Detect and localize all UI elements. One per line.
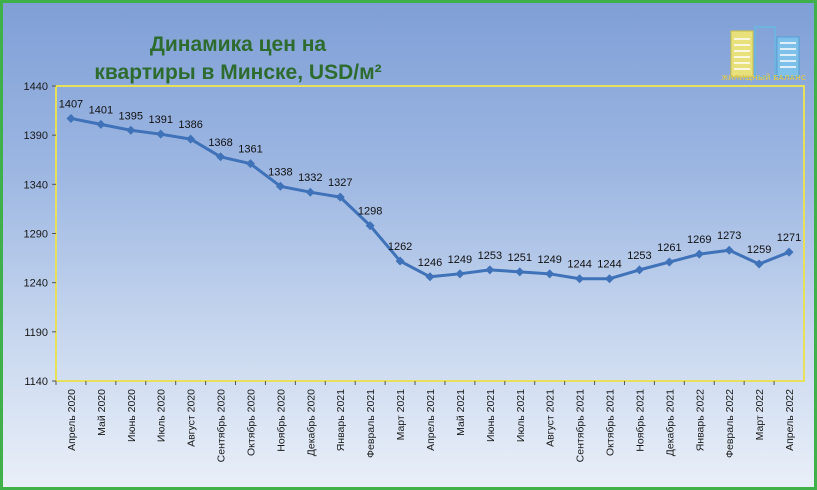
- x-tick-label: Февраль 2021: [365, 389, 377, 458]
- data-point: [664, 257, 674, 267]
- x-tick-label: Июль 2021: [515, 389, 527, 442]
- x-tick-label: Апрель 2020: [66, 389, 78, 451]
- x-tick-label: Май 2021: [455, 389, 467, 436]
- x-tick-label: Январь 2021: [335, 389, 347, 451]
- data-point: [156, 129, 166, 139]
- series-line: [70, 116, 790, 281]
- data-point: [754, 259, 764, 269]
- data-label: 1407: [59, 98, 83, 110]
- chart-title: Динамика цен на квартиры в Минске, USD/м…: [73, 31, 403, 87]
- data-point: [784, 247, 794, 257]
- x-tick-label: Ноябрь 2021: [634, 389, 646, 452]
- x-tick-label: Июнь 2020: [126, 389, 138, 442]
- y-tick-label: 1240: [24, 278, 48, 290]
- data-label: 1327: [328, 177, 352, 189]
- data-point: [425, 272, 435, 282]
- data-point: [634, 265, 644, 275]
- data-label: 1332: [298, 172, 322, 184]
- data-point: [245, 159, 255, 169]
- data-point: [66, 113, 76, 123]
- x-tick-label: Ноябрь 2020: [275, 389, 287, 452]
- data-label: 1391: [148, 114, 172, 126]
- data-point: [724, 245, 734, 255]
- data-label: 1246: [418, 257, 442, 269]
- data-label: 1361: [238, 144, 262, 156]
- x-tick-label: Февраль 2022: [724, 389, 736, 458]
- x-tick-label: Май 2020: [96, 389, 108, 436]
- data-label: 1338: [268, 166, 292, 178]
- data-label: 1401: [89, 104, 113, 116]
- x-tick-label: Октябрь 2020: [245, 389, 257, 456]
- y-tick-label: 1290: [24, 229, 48, 241]
- x-tick-label: Январь 2022: [694, 389, 706, 451]
- data-label: 1298: [358, 206, 382, 218]
- data-label: 1368: [208, 137, 232, 149]
- chart-title-line-1: Динамика цен на: [149, 33, 327, 56]
- data-point: [605, 274, 615, 284]
- x-tick-label: Сентябрь 2021: [575, 389, 587, 462]
- x-tick-label: Август 2021: [545, 389, 557, 447]
- data-label: 1261: [657, 242, 681, 254]
- x-tick-label: Декабрь 2020: [305, 389, 317, 456]
- data-point: [96, 119, 106, 129]
- y-tick-label: 1340: [24, 179, 48, 191]
- data-label: 1262: [388, 241, 412, 253]
- data-point: [275, 181, 285, 191]
- data-label: 1271: [777, 232, 801, 244]
- data-label: 1269: [687, 234, 711, 246]
- data-point: [515, 267, 525, 277]
- data-label: 1253: [478, 250, 502, 262]
- chart-title-line-2: квартиры в Минске, USD/м²: [94, 61, 382, 84]
- data-label: 1251: [508, 252, 532, 264]
- x-tick-label: Апрель 2021: [425, 389, 437, 451]
- data-point: [186, 134, 196, 144]
- data-point: [545, 269, 555, 279]
- x-tick-label: Апрель 2022: [784, 389, 796, 451]
- data-point: [485, 265, 495, 275]
- data-point: [126, 125, 136, 135]
- x-tick-label: Октябрь 2021: [605, 389, 617, 456]
- building-logo-icon: [730, 26, 800, 78]
- data-point: [335, 192, 345, 202]
- data-label: 1253: [627, 250, 651, 262]
- y-tick-label: 1190: [24, 327, 48, 339]
- data-label: 1249: [448, 254, 472, 266]
- data-label: 1249: [537, 254, 561, 266]
- data-label: 1244: [597, 259, 621, 271]
- x-tick-label: Март 2021: [395, 389, 407, 441]
- logo-text: ЖИЛИЩНЫЙ БАЛАНС: [721, 75, 807, 82]
- data-label: 1395: [119, 110, 143, 122]
- data-label: 1386: [178, 119, 202, 131]
- data-point: [216, 152, 226, 162]
- y-tick-label: 1140: [24, 376, 48, 388]
- x-tick-label: Июль 2020: [156, 389, 168, 442]
- data-label: 1244: [567, 259, 591, 271]
- x-tick-label: Август 2020: [186, 389, 198, 447]
- data-label: 1259: [747, 244, 771, 256]
- x-tick-label: Март 2022: [754, 389, 766, 441]
- data-point: [395, 256, 405, 266]
- data-point: [575, 274, 585, 284]
- x-tick-label: Июнь 2021: [485, 389, 497, 442]
- x-tick-label: Сентябрь 2020: [216, 389, 228, 462]
- line-chart: 1140 1190 1240 1290 1340 1390 1440 Апрель 2020 М…: [24, 81, 805, 462]
- data-point: [694, 249, 704, 259]
- data-label: 1273: [717, 230, 741, 242]
- data-point: [455, 269, 465, 279]
- x-tick-label: Декабрь 2021: [664, 389, 676, 456]
- y-tick-label: 1390: [24, 130, 48, 142]
- y-tick-label: 1440: [24, 81, 48, 93]
- data-point: [305, 187, 315, 197]
- data-point: [365, 221, 375, 231]
